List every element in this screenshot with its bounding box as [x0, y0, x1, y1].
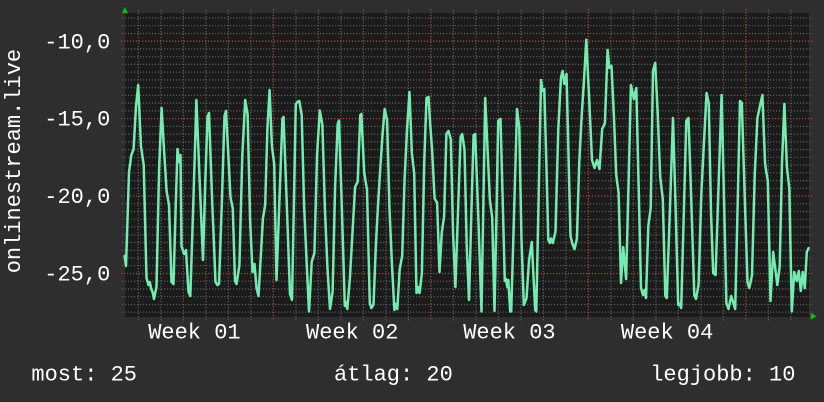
svg-text:Week 03: Week 03 [463, 321, 555, 346]
svg-text:-10,0: -10,0 [44, 30, 110, 55]
svg-text:legjobb: 10: legjobb: 10 [650, 363, 795, 388]
svg-text:-20,0: -20,0 [44, 185, 110, 210]
svg-text:onlinestream.live: onlinestream.live [2, 49, 27, 273]
svg-text:átlag: 20: átlag: 20 [334, 363, 453, 388]
svg-text:most: 25: most: 25 [31, 363, 137, 388]
svg-text:-25,0: -25,0 [44, 263, 110, 288]
svg-text:Week 01: Week 01 [148, 321, 240, 346]
svg-text:Week 04: Week 04 [621, 321, 713, 346]
svg-text:Week 02: Week 02 [306, 321, 398, 346]
svg-text:-15,0: -15,0 [44, 108, 110, 133]
